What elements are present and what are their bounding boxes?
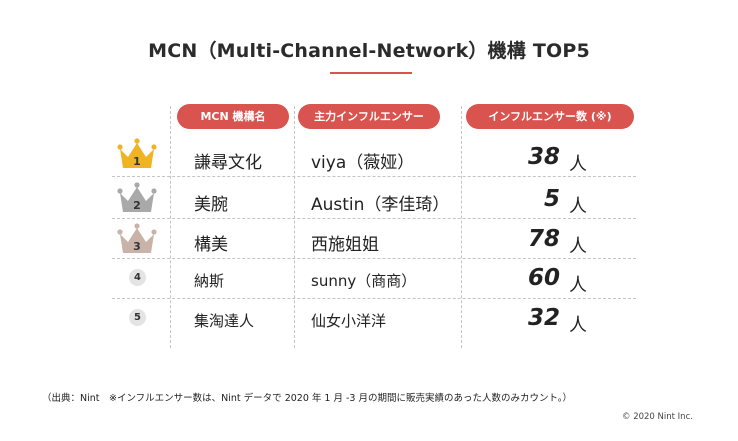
unit-label: 人 (569, 154, 587, 175)
column-divider (461, 106, 462, 348)
row-divider (112, 298, 636, 299)
unit-label: 人 (569, 315, 587, 336)
column-divider (294, 106, 295, 348)
row-divider (112, 258, 636, 259)
title-underline (330, 72, 412, 74)
influencer-name: sunny（商商） (311, 272, 417, 290)
unit-label: 人 (569, 275, 587, 296)
gold-crown-icon: 1 (117, 138, 157, 168)
mcn-name: 美腕 (194, 195, 228, 215)
influencer-count: 5 (543, 186, 560, 212)
page-title: MCN（Multi-Channel-Network）機構 TOP5 (148, 40, 590, 62)
rank-number: 3 (133, 240, 141, 253)
influencer-count: 32 (527, 305, 560, 331)
influencer-name: Austin（李佳琦） (311, 195, 450, 215)
influencer-name: 西施姐姐 (311, 235, 379, 255)
mcn-name: 謙尋文化 (194, 153, 262, 173)
header-influencer-count: インフルエンサー数 (※) (466, 104, 634, 129)
footnote: （出典：Nint ※インフルエンサー数は、Nint データで 2020 年 1 … (42, 393, 573, 404)
influencer-count: 38 (527, 144, 560, 170)
influencer-count: 60 (527, 265, 560, 291)
unit-label: 人 (569, 236, 587, 257)
mcn-name: 集淘達人 (194, 312, 255, 330)
header-mcn-name: MCN 機構名 (177, 104, 289, 129)
rank-badge: 5 (129, 309, 146, 326)
influencer-count: 78 (527, 226, 560, 252)
copyright: © 2020 Nint Inc. (622, 412, 693, 422)
row-divider (112, 176, 636, 177)
influencer-name: 仙女小洋洋 (311, 312, 387, 330)
rank-number: 2 (133, 199, 141, 212)
row-divider (112, 218, 636, 219)
mcn-name: 納斯 (194, 272, 225, 290)
rank-badge: 4 (129, 269, 146, 286)
header-main-influencer: 主力インフルエンサー (298, 104, 440, 129)
mcn-name: 構美 (194, 235, 228, 255)
column-divider (170, 106, 171, 348)
influencer-name: viya（薇娅） (311, 153, 415, 173)
rank-number: 1 (133, 155, 141, 168)
bronze-crown-icon: 3 (117, 223, 157, 253)
unit-label: 人 (569, 196, 587, 217)
silver-crown-icon: 2 (117, 182, 157, 212)
